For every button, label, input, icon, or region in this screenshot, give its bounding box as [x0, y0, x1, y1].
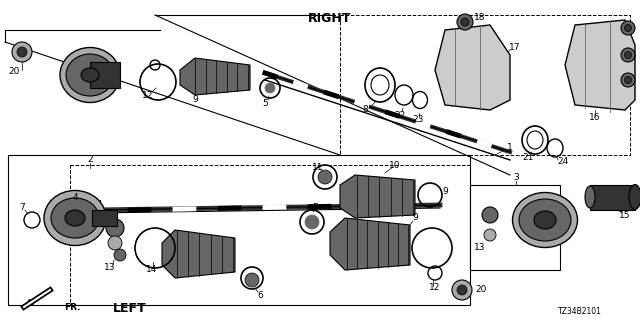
Circle shape [457, 285, 467, 295]
Ellipse shape [513, 193, 577, 247]
Text: 21: 21 [522, 153, 534, 162]
Text: 13: 13 [474, 244, 486, 252]
Text: 23: 23 [412, 116, 424, 124]
Text: 18: 18 [474, 13, 486, 22]
Ellipse shape [60, 47, 120, 102]
Text: 9: 9 [442, 188, 448, 196]
Ellipse shape [51, 198, 99, 238]
Text: 13: 13 [104, 263, 116, 273]
Text: 10: 10 [389, 161, 401, 170]
Text: LEFT: LEFT [113, 301, 147, 315]
Text: 16: 16 [589, 114, 601, 123]
Circle shape [12, 42, 32, 62]
Ellipse shape [81, 68, 99, 82]
Ellipse shape [534, 211, 556, 229]
Circle shape [305, 215, 319, 229]
Circle shape [621, 21, 635, 35]
Bar [92, 210, 117, 226]
Text: 19: 19 [638, 52, 640, 58]
Ellipse shape [44, 190, 106, 245]
Bar [590, 185, 635, 210]
Text: 19: 19 [638, 77, 640, 83]
Ellipse shape [629, 185, 640, 210]
Circle shape [625, 52, 632, 59]
Circle shape [106, 219, 124, 237]
Circle shape [621, 73, 635, 87]
Circle shape [461, 18, 469, 26]
Text: 5: 5 [312, 203, 318, 212]
Circle shape [482, 207, 498, 223]
Circle shape [245, 273, 259, 287]
Polygon shape [435, 25, 510, 110]
Text: 2: 2 [87, 156, 93, 164]
Text: 9: 9 [412, 213, 418, 222]
Text: 8: 8 [362, 106, 368, 115]
Text: 24: 24 [557, 157, 568, 166]
Text: 20: 20 [475, 285, 486, 294]
Text: 12: 12 [142, 91, 154, 100]
Polygon shape [180, 58, 250, 95]
Text: 4: 4 [72, 194, 78, 203]
Text: 15: 15 [620, 211, 631, 220]
Circle shape [265, 83, 275, 93]
Circle shape [625, 25, 632, 31]
Polygon shape [340, 175, 415, 218]
Circle shape [452, 280, 472, 300]
Text: 12: 12 [429, 284, 441, 292]
Text: 14: 14 [147, 266, 157, 275]
Bar [90, 62, 120, 88]
Text: RIGHT: RIGHT [308, 12, 352, 25]
Text: 9: 9 [192, 95, 198, 105]
Text: 1: 1 [507, 143, 513, 153]
Text: 5: 5 [262, 99, 268, 108]
Text: 3: 3 [513, 173, 519, 182]
Text: 19: 19 [638, 25, 640, 31]
Circle shape [17, 47, 27, 57]
Text: 11: 11 [312, 163, 324, 172]
Text: 22: 22 [394, 110, 406, 119]
Text: 17: 17 [509, 44, 521, 52]
Text: 7: 7 [19, 204, 25, 212]
Circle shape [318, 170, 332, 184]
Circle shape [457, 14, 473, 30]
Circle shape [108, 236, 122, 250]
Polygon shape [330, 218, 410, 270]
Circle shape [625, 76, 632, 84]
Ellipse shape [65, 210, 85, 226]
Circle shape [484, 229, 496, 241]
Polygon shape [565, 20, 635, 110]
Bar [470, 185, 560, 270]
Text: 6: 6 [257, 291, 263, 300]
Ellipse shape [585, 186, 595, 208]
Polygon shape [162, 230, 235, 278]
Text: 20: 20 [8, 68, 20, 76]
Circle shape [114, 249, 126, 261]
Circle shape [621, 48, 635, 62]
Text: TZ34B2101: TZ34B2101 [558, 308, 602, 316]
Text: FR.: FR. [64, 303, 80, 313]
Ellipse shape [66, 54, 114, 96]
Bar [8, 155, 470, 305]
Ellipse shape [519, 199, 571, 241]
